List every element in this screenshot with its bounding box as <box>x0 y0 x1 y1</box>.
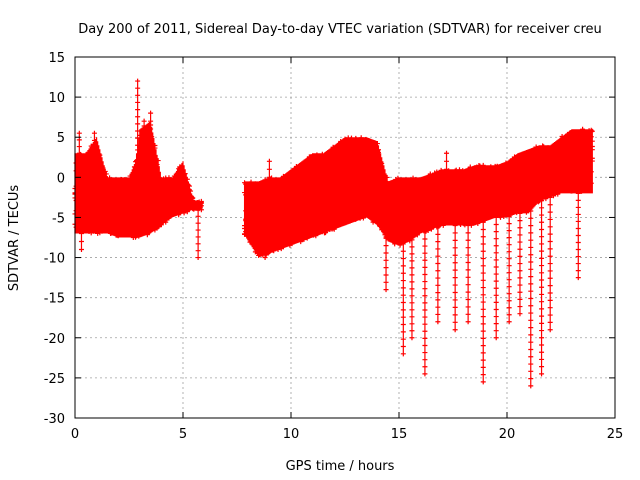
data-spike <box>480 219 486 385</box>
x-tick-label: 5 <box>179 427 187 442</box>
x-tick-label: 15 <box>391 427 408 442</box>
data-spike <box>528 208 534 389</box>
data-spike <box>444 150 450 172</box>
x-tick-label: 10 <box>283 427 300 442</box>
data-spike <box>135 78 141 148</box>
y-tick-label: -20 <box>44 332 65 347</box>
data-spike <box>400 241 406 357</box>
y-tick-label: 15 <box>48 51 65 66</box>
data-spike <box>262 252 268 261</box>
data-spike <box>465 222 471 325</box>
y-tick-label: -5 <box>52 211 65 226</box>
data-layer <box>72 78 595 389</box>
data-spike <box>452 222 458 333</box>
data-spike <box>383 235 389 293</box>
x-tick-label: 0 <box>71 427 79 442</box>
data-spike <box>266 158 272 180</box>
ticks: 0 5 10 15 20 25 -30 -25 -20 -15 -10 -5 0 5 10 15 <box>44 51 624 442</box>
y-tick-label: -30 <box>44 412 65 427</box>
y-axis-label: SDTVAR / TECUs <box>7 185 22 292</box>
data-spike <box>435 224 441 325</box>
y-tick-label: 10 <box>48 91 65 106</box>
data-spike <box>422 229 428 377</box>
data-spike <box>547 194 553 333</box>
x-axis-label: GPS time / hours <box>286 459 395 474</box>
data-spike <box>506 214 512 325</box>
data-spike <box>580 126 586 132</box>
x-tick-label: 20 <box>499 427 516 442</box>
data-spike <box>148 110 154 124</box>
data-spike <box>517 210 523 317</box>
y-tick-label: 5 <box>57 131 65 146</box>
data-spike <box>76 130 82 156</box>
x-tick-label: 25 <box>607 427 624 442</box>
data-spike <box>539 198 545 377</box>
data-spike <box>195 206 201 261</box>
data-spike <box>575 190 581 281</box>
data-spike <box>409 237 415 341</box>
data-spike <box>78 230 84 253</box>
grid <box>75 57 615 418</box>
y-tick-label: -25 <box>44 372 65 387</box>
data-spike <box>493 214 499 341</box>
y-tick-label: -10 <box>44 252 65 267</box>
data-spike <box>141 118 147 129</box>
y-tick-label: 0 <box>57 171 65 186</box>
data-band-markers <box>72 121 595 258</box>
y-tick-label: -15 <box>44 292 65 307</box>
data-spike <box>91 130 97 143</box>
plot-frame <box>74 56 616 419</box>
chart-title: Day 200 of 2011, Sidereal Day-to-day VTE… <box>78 22 602 37</box>
